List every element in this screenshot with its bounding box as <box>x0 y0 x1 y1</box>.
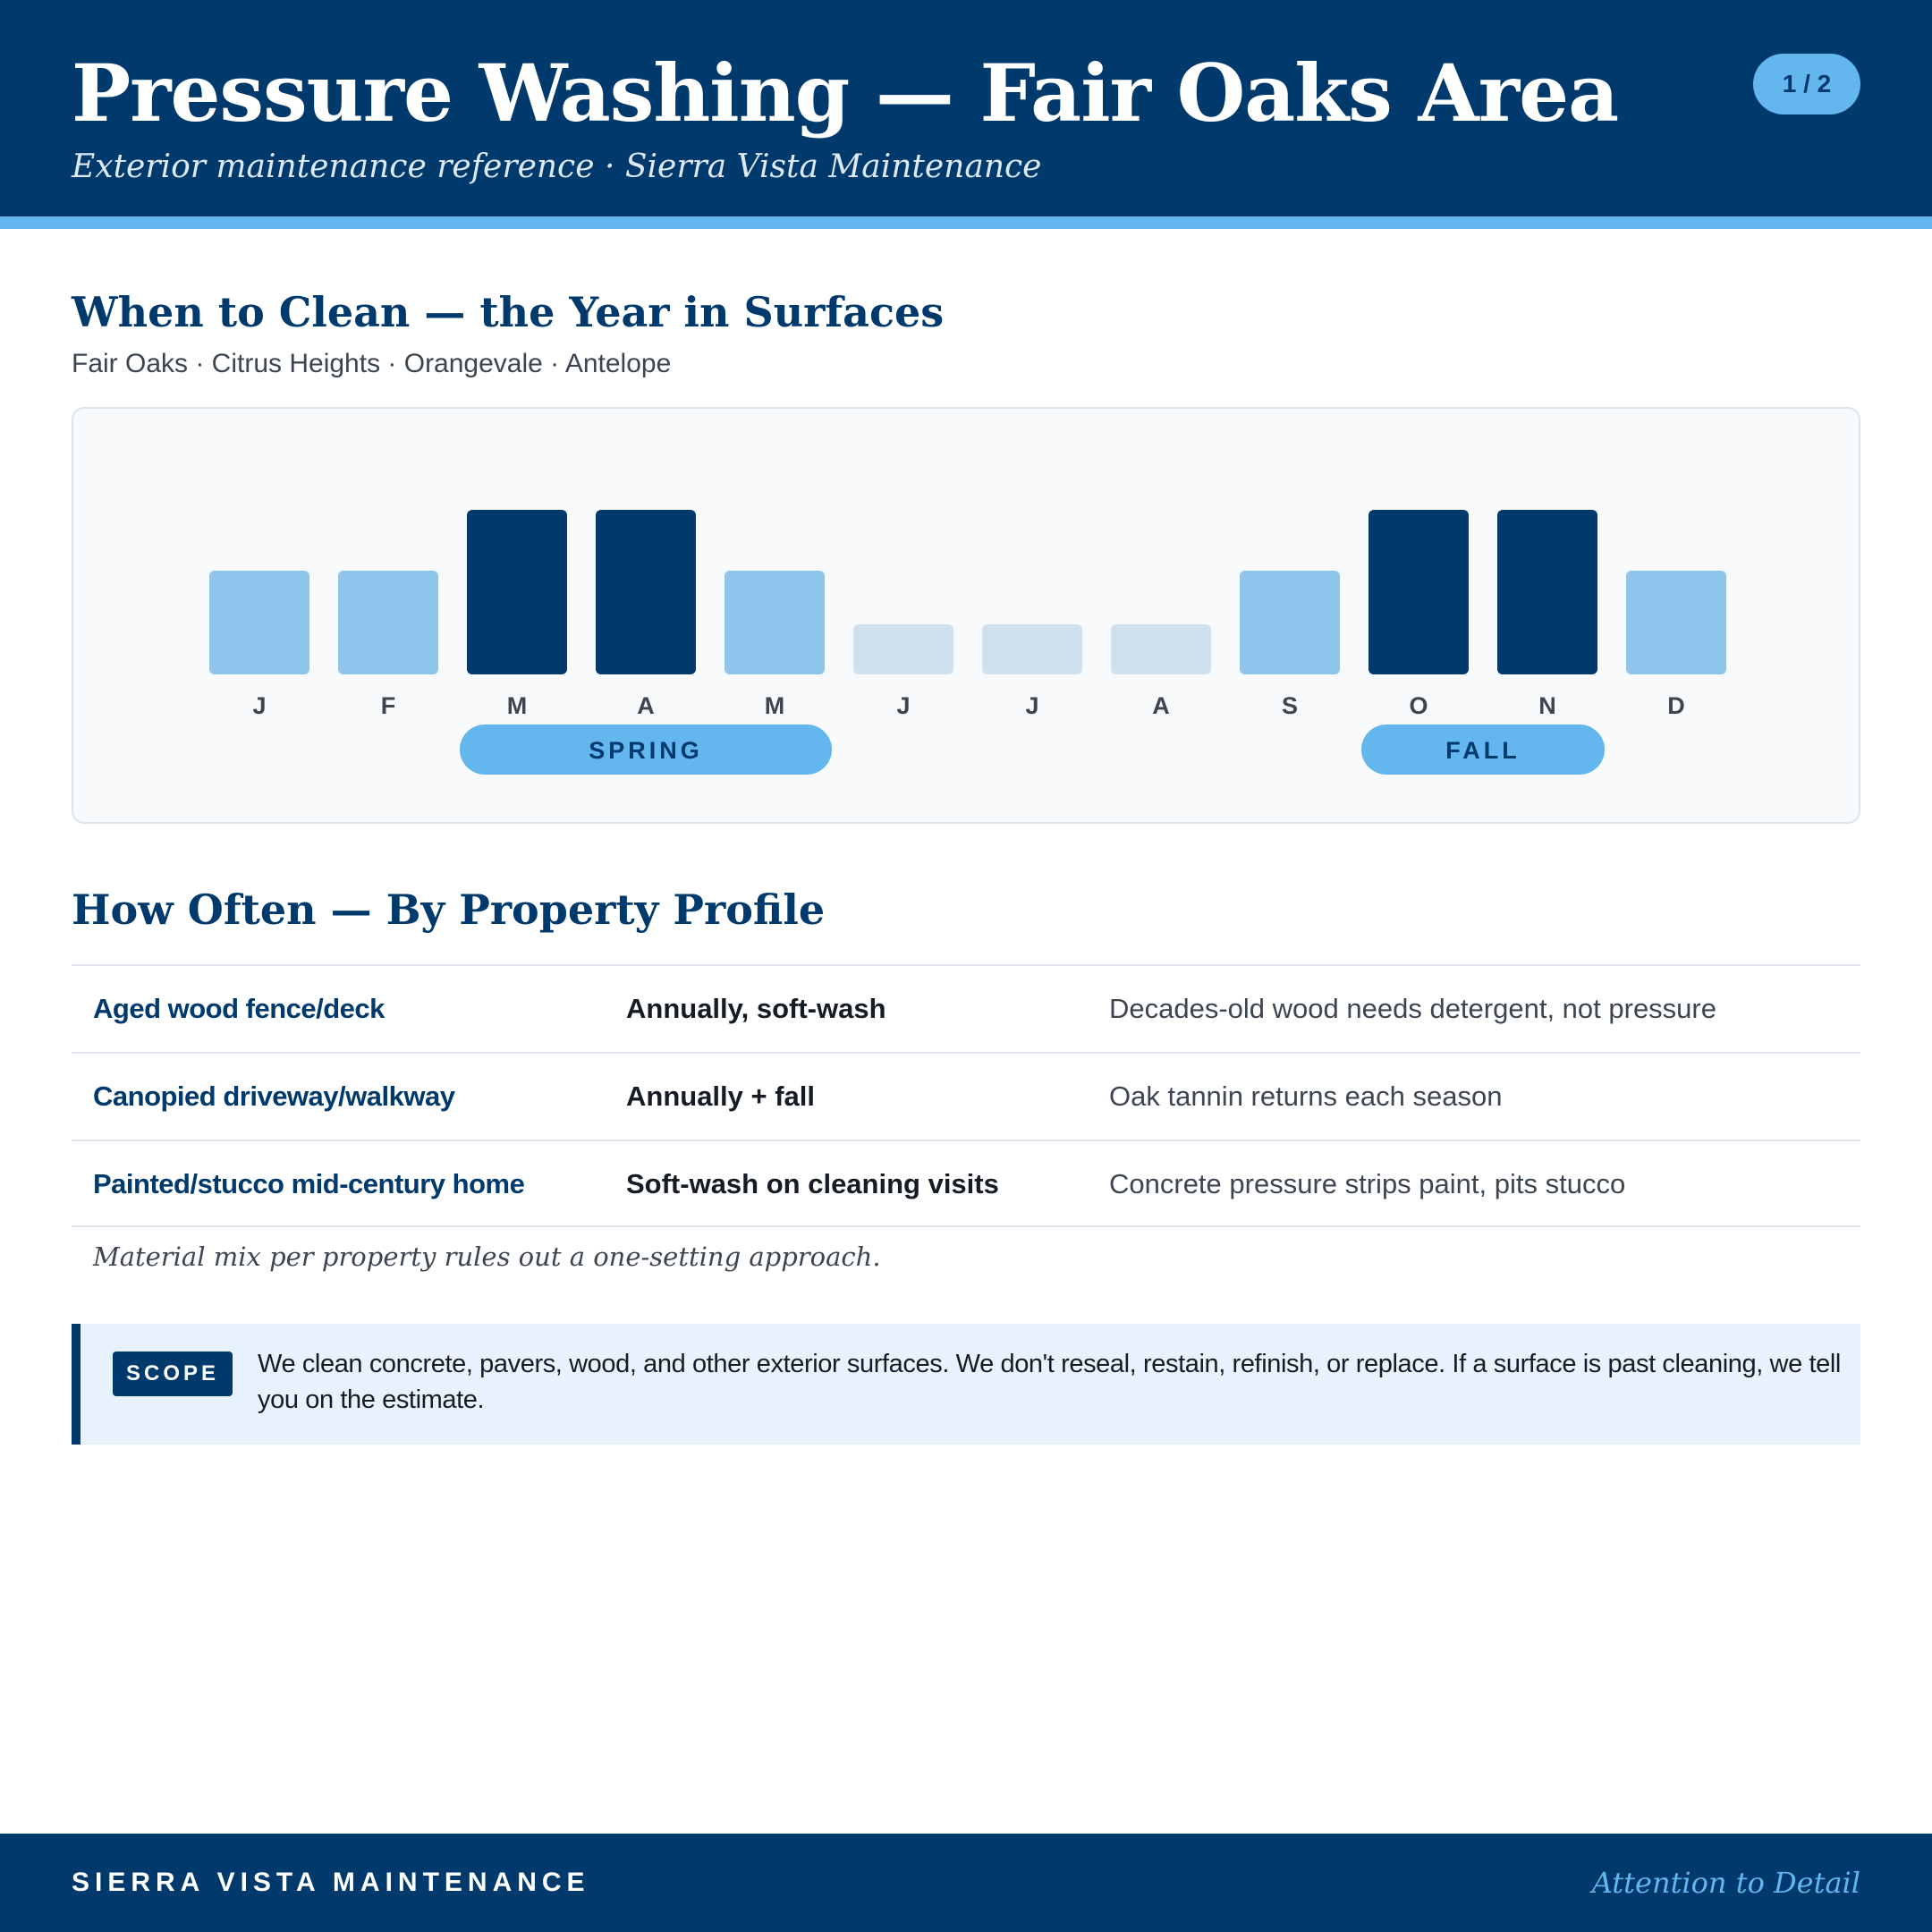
row-note: Decades-old wood needs detergent, not pr… <box>1109 993 1716 1024</box>
bar-3 <box>467 510 567 674</box>
season-band-label: SPRING <box>589 737 703 764</box>
page-indicator-badge: 1 / 2 <box>1753 54 1860 114</box>
month-tick-label: J <box>252 692 266 719</box>
row-profile: Aged wood fence/deck <box>93 993 385 1024</box>
month-tick-label: J <box>1025 692 1038 719</box>
row-frequency: Annually, soft-wash <box>626 993 886 1024</box>
table-footnote: Material mix per property rules out a on… <box>93 1241 881 1272</box>
bar-5 <box>724 571 825 674</box>
bar-12 <box>1626 571 1726 674</box>
row-frequency: Soft-wash on cleaning visits <box>626 1168 999 1199</box>
row-note: Oak tannin returns each season <box>1109 1080 1503 1112</box>
bar-11 <box>1497 510 1597 674</box>
month-tick-label: S <box>1282 692 1298 719</box>
row-frequency: Annually + fall <box>626 1080 816 1112</box>
service-areas: Fair Oaks · Citrus Heights · Orangevale … <box>72 349 672 378</box>
month-tick-label: M <box>765 692 785 719</box>
frequency-section-title: How Often — By Property Profile <box>72 886 826 934</box>
header: Pressure Washing — Fair Oaks Area Exteri… <box>0 0 1932 229</box>
page-title: Pressure Washing — Fair Oaks Area <box>72 47 1619 140</box>
bar-9 <box>1240 571 1340 674</box>
frequency-table: Aged wood fence/deck Annually, soft-wash… <box>72 964 1860 1227</box>
month-tick-label: J <box>896 692 910 719</box>
scope-tag: SCOPE <box>113 1352 233 1396</box>
month-tick-label: N <box>1538 692 1556 719</box>
scope-text: We clean concrete, pavers, wood, and oth… <box>258 1350 1841 1414</box>
bar-8 <box>1111 624 1211 674</box>
bar-2 <box>338 571 438 674</box>
footer-brand: SIERRA VISTA MAINTENANCE <box>72 1868 590 1897</box>
table-row: Aged wood fence/deck Annually, soft-wash… <box>72 964 1860 1052</box>
bar-7 <box>982 624 1082 674</box>
table-row: Painted/stucco mid-century home Soft-was… <box>72 1140 1860 1227</box>
seasonal-bar-chart: J F M A M J J A S O N D SPRING FALL <box>209 510 1726 775</box>
bar-4 <box>596 510 696 674</box>
season-band-label: FALL <box>1445 737 1521 764</box>
month-tick-label: O <box>1409 692 1428 719</box>
season-band-spring: SPRING <box>460 724 832 775</box>
row-note: Concrete pressure strips paint, pits stu… <box>1109 1168 1626 1199</box>
calendar-section-title: When to Clean — the Year in Surfaces <box>72 288 945 336</box>
season-band-fall: FALL <box>1361 724 1605 775</box>
seasonal-chart: J F M A M J J A S O N D SPRING FALL <box>72 407 1860 824</box>
row-profile: Canopied driveway/walkway <box>93 1080 455 1112</box>
month-tick-label: M <box>507 692 528 719</box>
bar-1 <box>209 571 309 674</box>
bar-10 <box>1368 510 1469 674</box>
month-tick-label: A <box>637 692 655 719</box>
month-tick-label: D <box>1667 692 1685 719</box>
month-tick-label: A <box>1152 692 1170 719</box>
season-band-pill <box>1361 724 1605 775</box>
scope-callout: SCOPE We clean concrete, pavers, wood, a… <box>72 1324 1860 1445</box>
month-tick-label: F <box>381 692 396 719</box>
season-band-pill <box>460 724 832 775</box>
page-subtitle: Exterior maintenance reference · Sierra … <box>72 148 1042 185</box>
row-profile: Painted/stucco mid-century home <box>93 1168 525 1199</box>
table-row: Canopied driveway/walkway Annually + fal… <box>72 1052 1860 1140</box>
footer-tagline: Attention to Detail <box>1591 1866 1860 1900</box>
bar-6 <box>853 624 953 674</box>
footer: SIERRA VISTA MAINTENANCE Attention to De… <box>0 1834 1932 1932</box>
